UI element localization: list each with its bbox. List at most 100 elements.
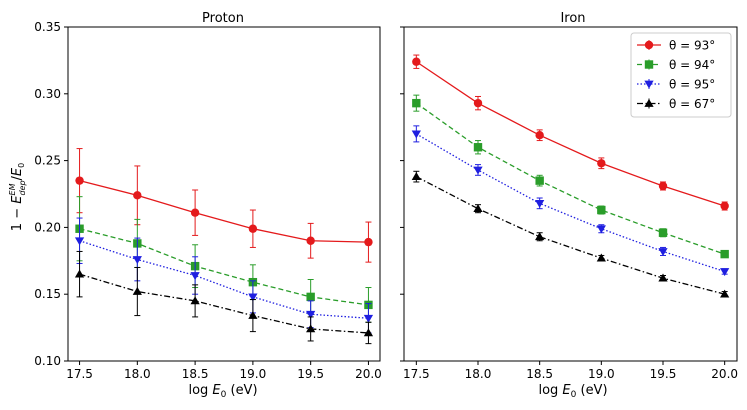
proton-x-axis-label: log E0 (eV) (188, 383, 257, 400)
data-point (411, 130, 421, 139)
data-point (190, 208, 200, 217)
x-tick-label: 17.5 (403, 367, 430, 381)
series-line (416, 176, 725, 295)
data-point (74, 237, 85, 246)
data-point (75, 176, 84, 185)
iron-x-axis-label: log E0 (eV) (538, 383, 607, 400)
proton-panel: 17.5 18.0 18.5 19.0 19.5 20.0 0.10 0.15 0.20 0.25… (34, 20, 382, 381)
data-point (412, 98, 421, 108)
data-point (535, 176, 544, 185)
legend-label: θ = 95° (669, 78, 715, 92)
x-tick-label: 19.5 (650, 367, 677, 381)
data-point (720, 249, 729, 259)
data-point (306, 324, 316, 333)
data-point (411, 172, 421, 180)
legend-marker (644, 40, 654, 50)
data-point (658, 248, 668, 257)
legend: θ = 93° θ = 94° θ = 95° θ = 67° (630, 32, 732, 118)
data-point (132, 256, 142, 265)
legend-marker (644, 98, 654, 107)
y-tick-label: 0.20 (34, 220, 61, 234)
y-axis-label: 1 − EdepEM/E0 (8, 163, 27, 231)
data-point (473, 166, 483, 175)
series-1 (75, 148, 373, 263)
data-point (535, 131, 544, 140)
series-3 (74, 217, 374, 334)
data-point (597, 205, 606, 215)
series-1 (412, 54, 729, 211)
data-point (306, 310, 316, 319)
data-point (412, 57, 421, 66)
data-point (535, 199, 545, 208)
legend-label: θ = 67° (669, 97, 715, 111)
plot-frame (403, 26, 738, 362)
legend-entry: θ = 94° (637, 58, 715, 72)
legend-box (630, 32, 732, 118)
y-tick-label: 0.15 (34, 287, 61, 301)
data-point (190, 296, 200, 305)
data-point (248, 310, 258, 319)
series-line (416, 133, 725, 273)
x-tick-label: 19.5 (297, 367, 324, 381)
data-point (364, 237, 373, 247)
data-point (658, 228, 668, 237)
data-point (473, 98, 483, 108)
legend-marker (644, 80, 654, 89)
x-tick-label: 18.5 (526, 367, 553, 381)
data-point (658, 273, 668, 282)
iron-title: Iron (560, 11, 585, 26)
y-tick-label: 0.10 (34, 354, 61, 368)
y-tick-label: 0.25 (34, 154, 61, 168)
x-tick-label: 19.0 (588, 367, 615, 381)
data-point (535, 232, 545, 241)
data-point (133, 191, 142, 200)
x-tick-label: 18.0 (465, 367, 492, 381)
data-point (596, 253, 606, 262)
series-line (79, 228, 369, 306)
series-3 (411, 125, 730, 277)
series-2 (75, 196, 373, 323)
legend-entry: θ = 93° (637, 39, 715, 53)
series-line (79, 273, 369, 334)
legend-label: θ = 94° (669, 58, 715, 72)
series-4 (74, 250, 374, 345)
data-point (473, 204, 483, 213)
series-line (79, 180, 369, 243)
data-point (74, 269, 85, 278)
legend-entry: θ = 95° (637, 78, 715, 92)
plot-frame (67, 26, 381, 362)
data-point (363, 314, 374, 323)
x-tick-label: 19.0 (240, 367, 267, 381)
y-tick-label: 0.35 (34, 20, 61, 34)
data-point (473, 143, 483, 152)
data-point (132, 286, 142, 295)
iron-panel: 17.5 18.0 18.5 19.0 19.5 20.0 (400, 26, 738, 381)
data-point (363, 328, 374, 337)
data-point (658, 181, 668, 191)
series-4 (411, 170, 730, 298)
data-point (597, 159, 606, 168)
x-tick-label: 20.0 (711, 367, 738, 381)
y-tick-label: 0.30 (34, 87, 61, 101)
data-point (720, 201, 729, 211)
proton-title: Proton (202, 11, 244, 26)
x-tick-label: 20.0 (355, 367, 382, 381)
data-point (720, 268, 730, 277)
data-point (306, 292, 315, 302)
series-line (79, 240, 369, 319)
x-tick-label: 18.5 (182, 367, 209, 381)
data-point (248, 293, 258, 302)
x-tick-label: 17.5 (66, 367, 93, 381)
x-tick-label: 18.0 (124, 367, 151, 381)
series-2 (412, 94, 729, 259)
data-point (190, 272, 200, 281)
data-point (596, 225, 606, 234)
data-point (720, 289, 730, 298)
legend-marker (644, 60, 654, 69)
series-line (415, 61, 725, 207)
legend-label: θ = 93° (669, 39, 715, 53)
series-line (415, 102, 725, 255)
data-point (306, 236, 315, 245)
legend-entry: θ = 67° (637, 97, 715, 111)
